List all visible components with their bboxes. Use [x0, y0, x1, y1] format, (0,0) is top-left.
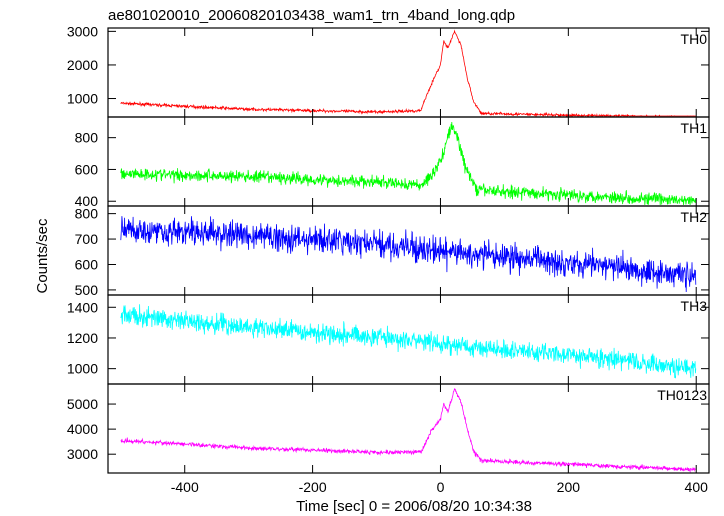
series-line-th3	[120, 304, 697, 379]
panel-th0123: 3000 4000 5000 TH0123	[67, 383, 710, 474]
series-line-th1	[120, 121, 697, 206]
panel-th0: 1000 2000 3000 TH0	[67, 23, 710, 118]
x-tick-label: -400	[171, 479, 199, 495]
y-tick-label: 1000	[67, 361, 98, 377]
panel-frame	[107, 383, 710, 474]
series-line-th2	[120, 216, 697, 293]
panel-label-th3: TH3	[681, 298, 708, 314]
x-tick-label: 400	[685, 479, 709, 495]
y-tick-label: 2000	[67, 57, 98, 73]
y-tick-label: 500	[75, 282, 99, 298]
y-tick-label: 800	[75, 130, 99, 146]
panel-label-th1: TH1	[681, 120, 708, 136]
y-tick-label: 1200	[67, 330, 98, 346]
panel-frame	[107, 116, 710, 207]
x-tick-label: -200	[299, 479, 327, 495]
y-axis-label: Counts/sec	[34, 218, 51, 294]
y-tick-label: 600	[75, 256, 99, 272]
panel-label-th0: TH0	[681, 31, 708, 47]
y-tick-label: 800	[75, 206, 99, 222]
y-tick-label: 1000	[67, 91, 98, 107]
y-tick-label: 5000	[67, 396, 98, 412]
x-tick-label: 0	[437, 479, 445, 495]
y-tick-label: 3000	[67, 446, 98, 462]
x-axis-label: Time [sec] 0 = 2006/08/20 10:34:38	[296, 498, 532, 515]
y-tick-label: 400	[75, 193, 99, 209]
y-tick-label: 600	[75, 161, 99, 177]
plot-title: ae801020010_20060820103438_wam1_trn_4ban…	[108, 7, 515, 24]
x-tick-label: 200	[557, 479, 581, 495]
y-tick-label: 4000	[67, 421, 98, 437]
y-tick-label: 1400	[67, 299, 98, 315]
panel-th1: 400 600 800 TH1	[75, 116, 710, 209]
panel-label-th2: TH2	[681, 209, 708, 225]
panel-th3: 1000 1200 1400 TH3	[67, 294, 710, 385]
y-tick-label: 700	[75, 231, 99, 247]
y-tick-label: 3000	[67, 23, 98, 39]
panel-frame	[107, 27, 710, 118]
panel-th2: 500 600 700 800 TH2	[75, 205, 710, 298]
panel-label-th0123: TH0123	[657, 387, 707, 403]
series-line-th0	[120, 29, 696, 118]
series-line-th0123	[120, 387, 696, 474]
